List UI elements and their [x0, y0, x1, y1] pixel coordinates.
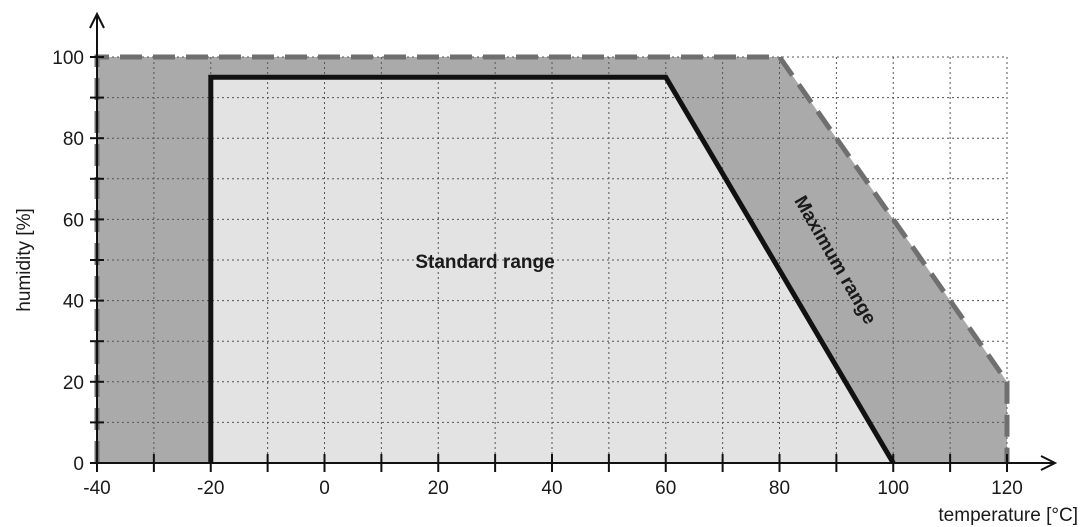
y-tick-label: 100: [52, 48, 84, 69]
x-axis-ticks: -40 -20 0 20 40 60 80 100 120: [83, 454, 1023, 499]
y-tick-label: 40: [63, 292, 84, 313]
y-tick-label: 60: [63, 210, 84, 231]
standard-range-outline: [208, 74, 896, 465]
standard-range-label: Standard range: [415, 252, 554, 273]
y-tick-label: 0: [73, 454, 84, 475]
x-tick-label: 60: [655, 478, 676, 499]
x-axis-arrow: [1040, 455, 1058, 471]
x-tick-label: -40: [83, 478, 110, 499]
x-tick-label: -20: [197, 478, 224, 499]
x-tick-label: 0: [319, 478, 330, 499]
y-axis-ticks: 0 20 40 60 80 100: [52, 48, 104, 475]
x-tick-label: 20: [428, 478, 449, 499]
y-tick-label: 20: [63, 373, 84, 394]
y-tick-label: 80: [63, 129, 84, 150]
x-tick-label: 100: [877, 478, 909, 499]
y-axis-title: humidity [%]: [14, 208, 35, 311]
x-tick-label: 40: [541, 478, 562, 499]
x-tick-label: 80: [769, 478, 790, 499]
x-tick-label: 120: [991, 478, 1023, 499]
x-axis-title: temperature [°C]: [938, 505, 1078, 526]
y-axis-arrow: [89, 11, 105, 29]
